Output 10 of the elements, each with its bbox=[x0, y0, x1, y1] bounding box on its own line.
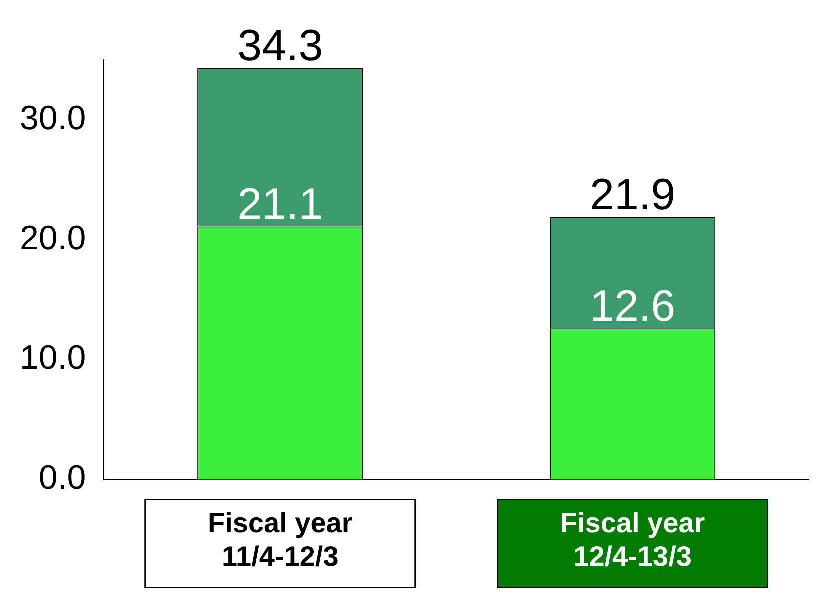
y-tick-label: 10.0 bbox=[20, 339, 86, 378]
x-tick-label: Fiscal year 12/4-13/3 bbox=[560, 507, 706, 572]
total-label: 34.3 bbox=[238, 22, 324, 71]
data-label: 21.1 bbox=[238, 180, 324, 229]
data-label: 12.6 bbox=[590, 282, 676, 331]
y-tick-label: 20.0 bbox=[20, 219, 86, 258]
y-tick-label: 0.0 bbox=[38, 459, 86, 498]
x-tick-label: Fiscal year 11/4-12/3 bbox=[208, 507, 353, 572]
total-label: 21.9 bbox=[590, 170, 676, 220]
y-tick-label: 30.0 bbox=[20, 99, 86, 138]
